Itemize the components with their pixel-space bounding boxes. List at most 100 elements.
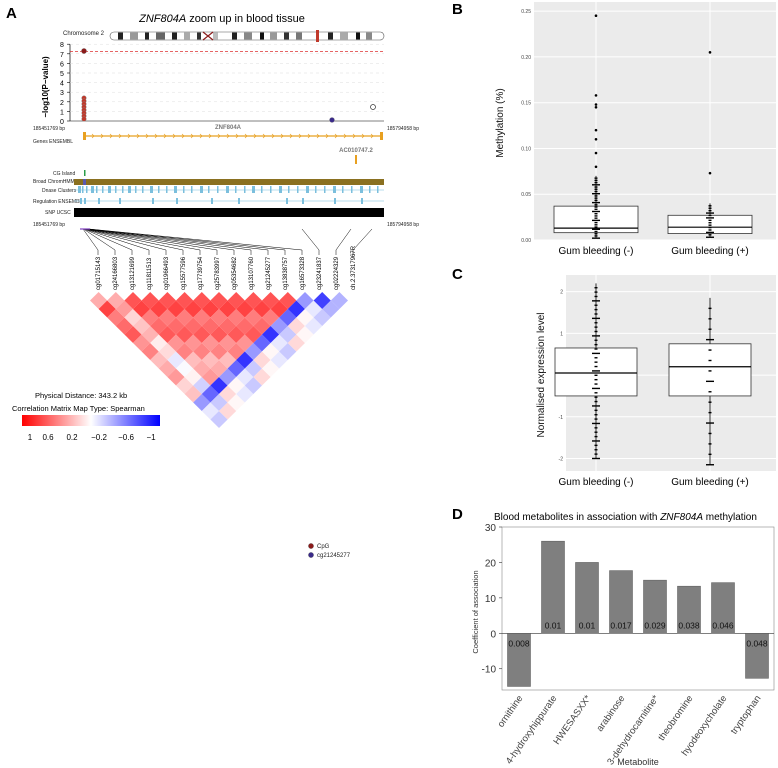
dnase-cluster [174,186,177,193]
d-bar [575,562,599,634]
regulation-feature [84,198,86,204]
manhattan-ytick-label: 7 [60,52,64,59]
heatmap-cell [176,309,194,326]
probe-connector [86,228,218,251]
heatmap-cell [287,300,305,318]
gene-strand-arrow [334,133,338,139]
heatmap-cell [133,334,151,352]
heatmap-cell [262,309,280,326]
heatmap-cell [244,309,262,326]
heatmap-cell [236,300,254,318]
annotation-tracks: CG Island Broad ChromHMM Dnase Clusters … [33,170,419,228]
heatmap-cell [253,368,271,386]
dnase-cluster [333,186,336,193]
ytick-label: 0.10 [521,146,531,152]
bp-right-label-2: 185794958 bp [387,222,419,228]
panel-b: B Methylation (%) 0.00 0.05 0.10 0.15 0.20 0.… [452,1,776,257]
heatmap-cell [193,343,211,360]
dnase-cluster [78,186,81,193]
panel-a-title: ZNF804A zoom up in blood tissue [138,13,305,25]
outlier-point [594,128,598,132]
probe-labels: cg01715143 cg24166803 cg13121699 cg11811513… [80,228,373,290]
probe-label: ch.2.37317967R [351,245,357,290]
heatmap-cell [279,292,297,309]
d-pvalue-label: 0.008 [508,638,530,648]
panel-d: D Blood metabolites in association with … [452,506,775,767]
d-xtick-label: ornithine [496,693,526,729]
probe-connector [85,228,184,251]
gene-strand-arrow [109,133,113,139]
panel-d-title-pre: Blood metabolites in association with [494,512,660,523]
probe-connector [83,228,133,251]
gene-strand-arrow [280,133,284,139]
d-pvalue-label: 0.046 [712,620,734,630]
gene-strand-arrow [181,133,185,139]
heatmap-cell [115,317,133,335]
dnase-cluster [142,186,144,193]
dnase-cluster [226,186,229,193]
probe-connector [86,228,235,251]
top-cpg-point [81,48,87,54]
chromosome-label: Chromosome 2 [63,31,105,37]
dnase-cluster [351,186,353,193]
heatmap-cell [279,309,297,326]
heatmap-cell [287,334,305,352]
probe-label: cg23241837 [317,256,323,290]
track-label-snp: SNP UCSC [45,210,71,216]
scale-tick-label: −0.2 [91,433,107,442]
d-pvalue-label: 0.017 [610,620,632,630]
manhattan-ytick-label: 0 [60,119,64,126]
gene-strand-arrow [226,133,230,139]
heatmap-cell [330,292,348,309]
heatmap-cell [193,326,211,343]
dnase-cluster [306,186,309,193]
d-bar [609,570,633,634]
d-ytick-label: -10 [482,665,497,676]
dnase-cluster [342,186,344,193]
gene-strand-arrow [289,133,293,139]
panel-c-letter: C [452,266,463,283]
dnase-cluster [208,186,210,193]
panel-d-xlabel: Metabolite [617,757,659,767]
manhattan-ytick-label: 4 [60,81,64,88]
probe-connector [352,228,373,251]
heatmap-cell [176,343,194,360]
d-pvalue-label: 0.01 [545,620,562,630]
outlier-point [594,151,598,155]
heatmap-cell [244,326,262,343]
d-xtick-label: arabinose [595,693,628,733]
d-xtick-label: theobromine [656,693,695,743]
heatmap-cell [133,300,151,318]
physical-distance: Physical Distance: 343.2 kb [35,391,127,400]
d-pvalue-label: 0.038 [678,620,700,630]
dnase-cluster [261,186,263,193]
heatmap-cell [150,300,168,318]
ytick-label: 0.05 [521,192,531,198]
heatmap-cell [176,377,194,394]
panel-d-title-gene: ZNF804A [659,512,703,523]
heatmap-cell [176,292,194,309]
probe-label: cg25783997 [215,256,221,290]
heatmap-cell [236,368,254,386]
heatmap-cell [193,377,211,394]
gene-strand-arrow [244,133,248,139]
dnase-cluster [244,186,246,193]
panel-c: C Normalised expression level -2-1012 Gu… [452,266,776,488]
dnase-cluster [270,186,272,193]
probe-connector [301,228,320,251]
xtick-label: Gum bleeding (+) [671,477,749,488]
regulation-feature [119,198,121,204]
panel-a-title-rest: zoom up in blood tissue [186,13,305,25]
dnase-cluster [288,186,290,193]
heatmap-cell [176,360,194,377]
gene-strand-arrow [118,133,122,139]
track-label-regulation: Regulation ENSEMBL [33,199,82,205]
dnase-cluster [82,186,84,193]
regulation-feature [334,198,336,204]
outlier-point [594,94,598,97]
heatmap-cell [296,326,314,343]
bp-right-label: 185794958 bp [387,126,419,132]
probe-label: cg02224329 [334,256,340,290]
panel-b-plot-area [534,2,776,240]
gene-strand-arrow [343,133,347,139]
